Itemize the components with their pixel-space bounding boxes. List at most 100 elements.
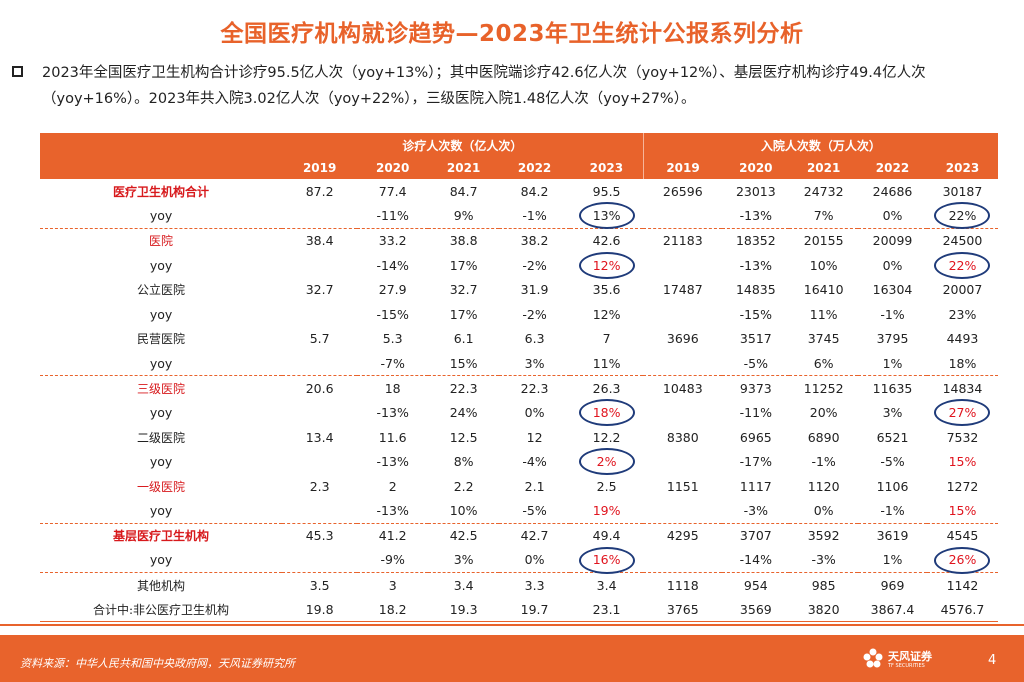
table-row: yoy -14% 17% -2% 12% -13% 10% 0% 22% <box>40 253 998 278</box>
visits-cell: 45.3 <box>305 528 334 544</box>
visits-cell: 7 <box>602 331 611 347</box>
admissions-cell: 17487 <box>662 282 703 298</box>
visits-cell: -11% <box>357 203 429 229</box>
visits-cell: -14% <box>376 257 409 273</box>
visits-cell: 2% <box>596 454 617 470</box>
visits-cell: 6.3 <box>524 331 545 347</box>
admissions-cell: 1120 <box>807 478 840 494</box>
header-blank <box>40 157 283 179</box>
footer-divider <box>0 624 1024 626</box>
header-group-visits: 诊疗人次数（亿人次） <box>282 133 644 157</box>
visits-cell: 38.2 <box>520 233 549 249</box>
visits-cell: 18 <box>384 380 401 396</box>
row-label: 三级医院 <box>137 381 186 396</box>
admissions-cell: -13% <box>722 203 790 229</box>
admissions-cell: 1272 <box>946 478 979 494</box>
page-number: 4 <box>988 653 997 668</box>
visits-cell: 2.2 <box>453 478 474 494</box>
visits-cell: -7% <box>357 351 429 377</box>
header-blank <box>40 133 283 157</box>
admissions-cell <box>643 253 722 278</box>
visits-cell: 13.4 <box>305 429 334 445</box>
admissions-cell <box>643 351 723 377</box>
visits-cell: 41.2 <box>378 528 407 544</box>
flower-logo-icon <box>863 648 883 668</box>
admissions-cell: 3867.4 <box>858 597 927 623</box>
admissions-cell: 3517 <box>739 331 772 347</box>
header-year: 2022 <box>499 157 571 179</box>
visits-cell <box>282 302 357 327</box>
admissions-cell <box>643 400 722 425</box>
admissions-cell: -1% <box>858 498 927 524</box>
visits-cell: 38.4 <box>305 233 334 249</box>
admissions-cell: 22% <box>926 203 998 229</box>
visits-cell: 20.6 <box>305 380 334 396</box>
visits-cell: 5.7 <box>309 331 330 347</box>
visits-cell: 3.4 <box>596 577 617 593</box>
admissions-cell: 8380 <box>666 429 699 445</box>
admissions-cell: 24732 <box>803 183 844 199</box>
visits-cell: -2% <box>522 257 547 273</box>
admissions-cell: 1151 <box>666 478 699 494</box>
company-logo: 天风证券 TF SECURITIES <box>862 645 942 675</box>
visits-cell: -13% <box>357 498 429 524</box>
admissions-cell: 4295 <box>666 528 699 544</box>
admissions-cell <box>643 450 722 475</box>
admissions-cell: 3569 <box>722 597 790 623</box>
visits-cell: -13% <box>376 405 409 421</box>
square-bullet-icon <box>12 66 23 77</box>
visits-cell <box>282 498 358 524</box>
visits-cell: 8% <box>453 454 474 470</box>
visits-cell: 11% <box>570 351 644 377</box>
visits-cell: 27.9 <box>378 282 407 298</box>
admissions-cell: 20155 <box>803 233 844 249</box>
admissions-cell: 16410 <box>803 282 844 298</box>
admissions-cell: 10483 <box>662 380 703 396</box>
visits-cell <box>282 450 357 475</box>
visits-cell: 3% <box>499 351 571 377</box>
admissions-cell: 23% <box>948 306 977 322</box>
visits-cell: 2 <box>388 478 397 494</box>
visits-cell <box>282 547 358 573</box>
admissions-cell: 0% <box>789 498 859 524</box>
admissions-cell: 14835 <box>735 282 776 298</box>
visits-cell: 42.6 <box>592 233 621 249</box>
visits-cell: 84.2 <box>520 183 549 199</box>
visits-cell: 87.2 <box>305 183 334 199</box>
header-year: 2020 <box>357 157 429 179</box>
visits-cell: 3 <box>388 577 397 593</box>
admissions-cell: -1% <box>811 454 836 470</box>
header-group-admissions: 入院人次数（万人次） <box>642 133 998 157</box>
visits-cell: 33.2 <box>378 233 407 249</box>
admissions-cell: 20099 <box>872 233 913 249</box>
table-row: 其他机构 3.5 3 3.4 3.3 3.4 1118 954 985 969 1142 <box>40 573 998 598</box>
table-row: yoy -13% 24% 0% 18% -11% 20% 3% 27% <box>40 400 998 425</box>
page-title: 全国医疗机构就诊趋势—2023年卫生统计公报系列分析 <box>220 21 804 47</box>
row-label: 二级医院 <box>137 430 186 445</box>
visits-cell: 18.2 <box>357 597 429 623</box>
footer-bar: 资料来源：中华人民共和国中央政府网，天风证券研究所 天风证券 TF SECURI… <box>0 635 1024 682</box>
visits-cell: 95.5 <box>592 183 621 199</box>
visits-cell: 17% <box>449 306 478 322</box>
admissions-cell: 20007 <box>942 282 983 298</box>
admissions-cell: 4545 <box>946 528 979 544</box>
admissions-cell: 6521 <box>876 429 909 445</box>
summary-bullet: 2023年全国医疗卫生机构合计诊疗95.5亿人次（yoy+13%）；其中医院端诊… <box>12 60 1012 112</box>
table-row: 医院 38.4 33.2 38.8 38.2 42.6 21183 18352 20155 200… <box>40 228 998 253</box>
admissions-cell: 27% <box>948 405 977 421</box>
header-year: 2019 <box>642 157 723 179</box>
admissions-cell: 3745 <box>807 331 840 347</box>
table-row: 合计中:非公医疗卫生机构 19.8 18.2 19.3 19.7 23.1 3765 3569… <box>40 597 998 623</box>
row-label: yoy <box>40 547 283 573</box>
admissions-cell <box>643 203 723 229</box>
admissions-cell: 15% <box>948 454 977 470</box>
visits-cell <box>282 253 357 278</box>
visits-cell: 3% <box>428 547 500 573</box>
visits-cell: 31.9 <box>520 282 549 298</box>
admissions-cell: 21183 <box>662 233 703 249</box>
visits-cell: 49.4 <box>592 528 621 544</box>
header-year: 2021 <box>789 157 859 179</box>
visits-cell: 11.6 <box>378 429 407 445</box>
visits-cell: 10% <box>428 498 500 524</box>
header-year: 2019 <box>282 157 358 179</box>
